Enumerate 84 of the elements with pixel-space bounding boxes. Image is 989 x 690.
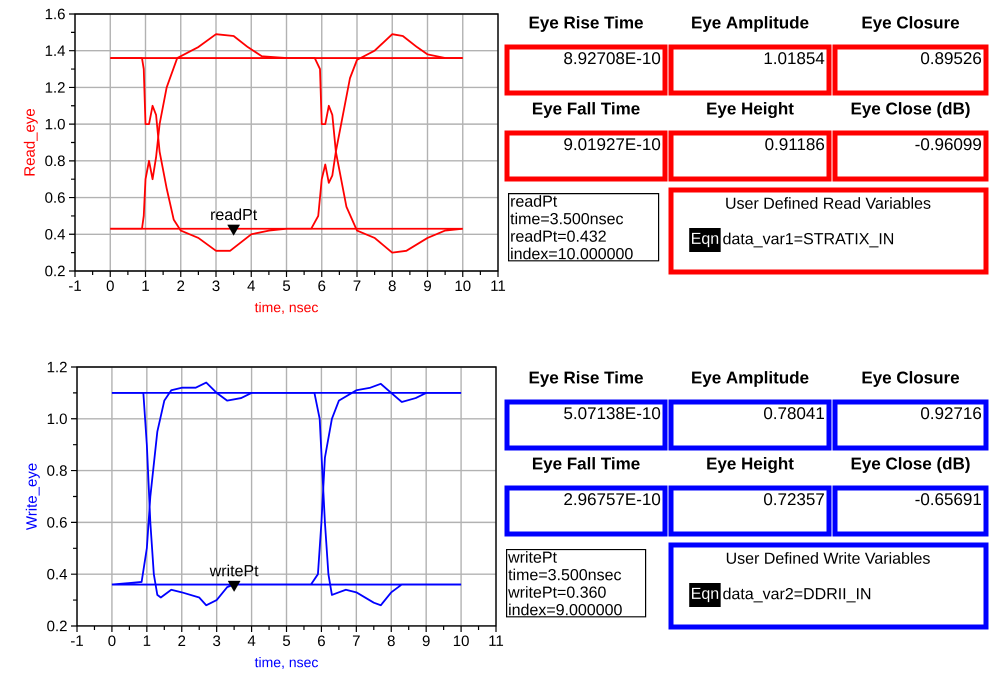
x-tick-label: 2 [178,636,186,646]
text: data_var2=DDRII_IN [723,588,870,602]
text: Eqn [692,232,718,248]
x-tick-label: 0 [108,636,116,646]
x-tick-label: 9 [422,636,430,646]
text: writePt [508,551,557,563]
y-tick-label: 0.6 [45,192,65,203]
y-axis-title: Write_eye [26,464,40,530]
x-tick-label: -1 [68,280,81,291]
text: writePt=0.360 [508,586,606,598]
x-tick-label: 5 [282,636,290,646]
y-tick-label: 1.6 [46,8,65,20]
y-tick-label: 1.2 [48,362,67,372]
category-label: Eye Height [707,102,794,118]
x-tick-label: 7 [352,636,360,646]
y-tick-label: 1.0 [48,413,67,424]
text: readPt [511,195,558,207]
text: index=10.000000 [511,248,633,260]
text: -0.65691 [915,493,981,506]
x-tick-label: 6 [318,280,326,292]
x-tick-label: 5 [282,280,290,291]
text: 8.92708E-10 [564,52,660,64]
x-axis-title: time, nsec [254,302,318,314]
text: 9.01927E-10 [564,138,660,150]
x-tick-label: 1 [142,280,149,291]
y-tick-label: 0.4 [45,228,66,240]
x-tick-label: -1 [70,636,83,646]
category-label: Eye Close (dB) [852,102,970,118]
x-tick-label: 1 [144,636,150,646]
series-label: writePt [210,564,258,576]
text: time=3.500nsec [510,212,624,224]
x-tick-label: 8 [388,280,396,292]
category-label: Eye Height [707,457,794,473]
y-tick-label: 0.8 [47,465,67,476]
text: User Defined Read Variables [726,197,930,209]
category-label: Eye Rise Time [530,371,643,387]
text: 0.89526 [921,52,982,64]
y-tick-label: 1.2 [46,82,65,93]
category-label: Eye Fall Time [532,457,640,473]
x-tick-label: 6 [318,636,325,646]
text: Eqn [692,588,718,602]
y-axis-title: Read_eye [24,108,38,176]
x-tick-label: 0 [106,280,114,292]
x-tick-label: 4 [247,280,255,291]
x-tick-label: 7 [354,280,360,291]
text: 2.96757E-10 [564,493,660,506]
y-tick-label: 0.2 [47,620,67,632]
category-label: Eye Closure [862,16,960,32]
y-tick-label: 1.0 [46,118,65,130]
series-label: readPt [211,208,258,220]
category-label: Eye Amplitude [692,16,808,32]
category-label: Eye Fall Time [532,102,640,118]
y-tick-label: 0.4 [47,568,68,580]
category-label: Eye Closure [862,371,960,387]
text: User Defined Write Variables [726,552,930,564]
text: index=9.000000 [509,604,622,616]
x-tick-label: 4 [248,636,256,646]
y-tick-label: 0.8 [45,156,65,166]
x-tick-label: 11 [491,280,506,291]
x-tick-label: 2 [177,280,184,291]
text: 5.07138E-10 [564,407,660,420]
text: 0.78041 [764,407,824,420]
x-tick-label: 11 [489,636,504,646]
x-axis-title: time, nsec [254,657,318,669]
text: 0.72357 [764,493,824,506]
category-label: Eye Close (dB) [852,457,970,473]
x-tick-label: 10 [454,636,469,646]
category-label: Eye Rise Time [530,16,643,32]
text: time=3.500nsec [508,568,622,580]
text: 0.91186 [765,138,824,150]
x-tick-label: 3 [212,280,220,292]
y-tick-label: 0.2 [45,266,65,276]
x-tick-label: 10 [456,280,470,292]
x-tick-label: 9 [424,280,431,292]
y-tick-label: 0.6 [47,517,67,528]
category-label: Eye Amplitude [692,371,808,387]
x-tick-label: 8 [388,636,395,646]
text: data_var1=STRATIX_IN [723,232,894,248]
text: 0.92716 [921,407,982,420]
x-tick-label: 3 [213,636,220,646]
text: readPt=0.432 [511,230,606,242]
text: 1.01854 [764,52,824,64]
text: -0.96099 [915,138,981,150]
y-tick-label: 1.4 [46,46,66,56]
